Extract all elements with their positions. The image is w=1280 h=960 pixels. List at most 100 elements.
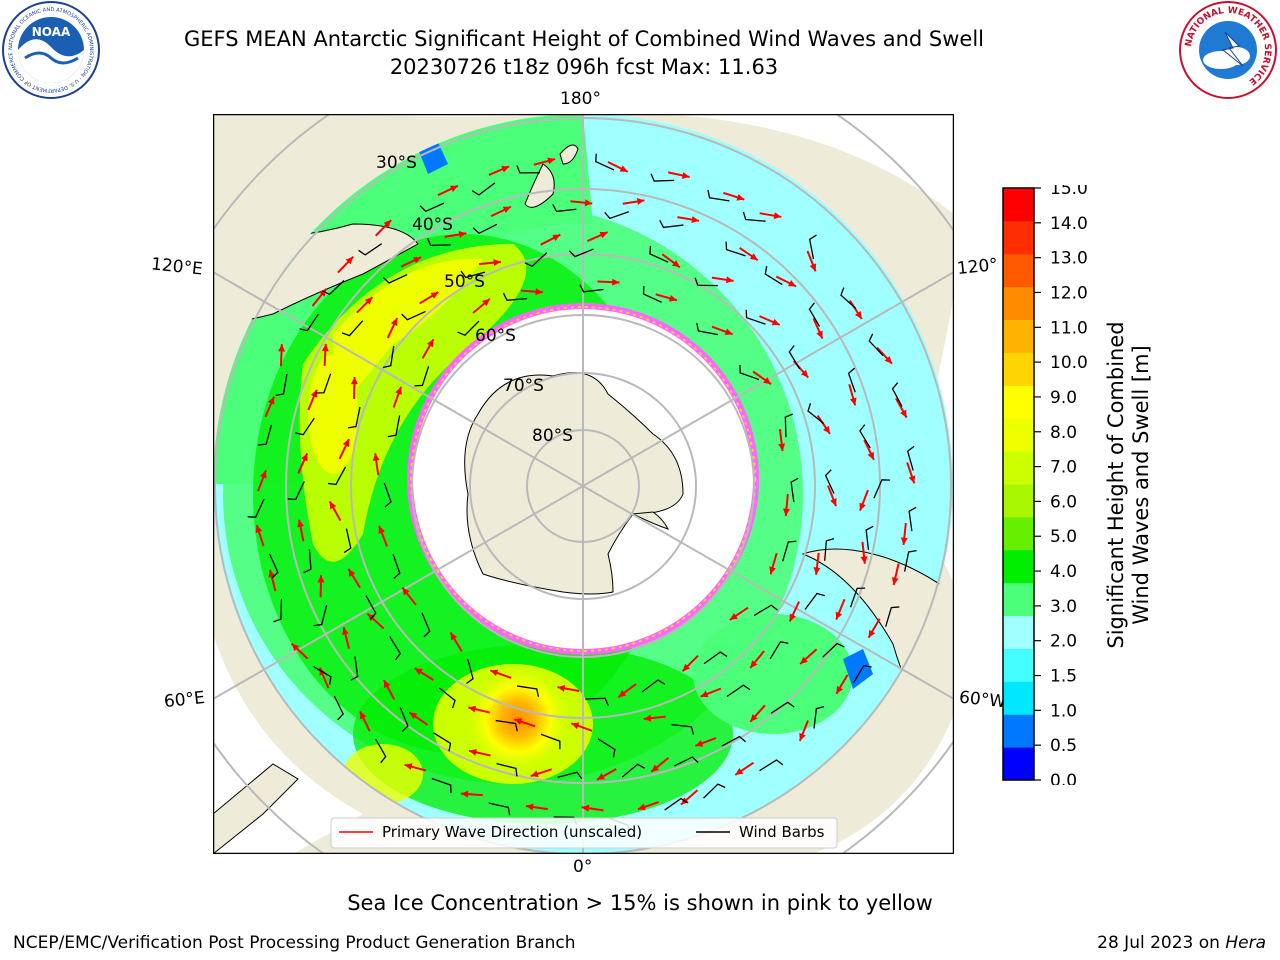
colorbar-cell (1003, 582, 1034, 617)
wind-barb (516, 685, 540, 697)
sea-ice-note: Sea Ice Concentration > 15% is shown in … (347, 891, 933, 915)
colorbar-tick-label: 1.5 (1050, 667, 1077, 687)
colorbar-tick-label: 14.0 (1050, 214, 1088, 234)
wave-arrow-head (321, 343, 329, 352)
wave-arrow-head (342, 439, 350, 448)
wind-barb (382, 273, 408, 284)
wind-barb (641, 679, 666, 693)
lat-label-50: 50°S (444, 272, 485, 292)
graticule (213, 114, 954, 854)
wind-barb (321, 280, 345, 296)
wind-barb (247, 498, 265, 518)
wind-barb (808, 302, 821, 327)
wind-barb (707, 189, 730, 202)
wave-arrow-head (493, 259, 501, 267)
colorbar-tick-label: 5.0 (1050, 527, 1077, 547)
wind-barb (488, 802, 511, 816)
wind-barb (604, 211, 629, 220)
wave-arrow-head (426, 339, 434, 348)
wave-arrow-head (378, 525, 385, 534)
wind-barb (739, 364, 760, 381)
wave-arrow-head (581, 804, 590, 812)
wave-arrow-head (695, 740, 704, 747)
wind-barb (703, 651, 728, 665)
wind-barb (431, 777, 452, 794)
wind-barb (358, 243, 383, 256)
wind-barb (804, 592, 825, 610)
wave-arrow-head (763, 377, 772, 385)
wind-barb (891, 382, 903, 407)
colorbar-cell (1003, 648, 1034, 682)
wave-arrow-head (612, 278, 620, 286)
wave-arrow-head (557, 684, 566, 692)
wave-arrow-head (525, 803, 534, 811)
wind-barb (642, 285, 662, 303)
wave-arrow-head (342, 627, 349, 636)
wind-barb (852, 664, 872, 684)
wind-barb (516, 165, 540, 174)
wind-barb (788, 345, 801, 370)
wind-barb (268, 553, 279, 579)
wave-arrow-head (360, 711, 367, 720)
wave-arrow-head (736, 194, 745, 201)
wave-arrow-head (618, 690, 627, 698)
wave-arrow-head (372, 453, 380, 461)
wind-barb (327, 466, 347, 486)
wind-barb (399, 707, 409, 733)
wind-barb (726, 684, 751, 698)
wind-barb (389, 636, 402, 661)
wind-barb (659, 220, 684, 229)
wave-arrow-head (668, 294, 677, 302)
wind-barb (387, 415, 401, 438)
wind-barb (568, 248, 594, 258)
map-legend: Primary Wave Direction (unscaled) Wind B… (330, 817, 838, 849)
wind-barb (906, 445, 915, 471)
wave-arrow-head (691, 216, 700, 224)
wind-barb (303, 549, 312, 574)
wave-arrow-head (449, 185, 458, 193)
wave-arrow-head (458, 231, 467, 238)
run-date: 28 Jul 2023 on Hera (1097, 933, 1266, 953)
wind-barb (824, 469, 835, 494)
wave-arrow-head (460, 790, 469, 798)
wind-barb (496, 762, 518, 777)
wind-barb (694, 277, 718, 287)
colorbar-cell (1003, 484, 1034, 518)
wave-arrow-head (771, 318, 780, 326)
wave-arrow-head (599, 231, 608, 239)
colorbar-cell (1003, 286, 1034, 321)
wind-barb (764, 266, 783, 286)
colorbar-cell (1003, 319, 1034, 353)
wave-arrow-head (773, 212, 782, 220)
wind-barb (664, 797, 688, 811)
wave-arrow-head (867, 451, 874, 460)
wave-arrow-head (402, 587, 410, 596)
wind-barb (426, 237, 451, 247)
wave-arrow-head (854, 311, 862, 319)
wind-barb (585, 697, 609, 706)
wave-arrow-head (900, 409, 907, 418)
wave-arrow-head (891, 577, 899, 585)
wave-arrow-head (383, 220, 392, 228)
wind-barb (649, 245, 669, 263)
colorbar-tick-label: 1.0 (1050, 701, 1077, 721)
lat-label-80: 80°S (532, 426, 573, 446)
wave-arrow-head (884, 356, 893, 364)
wave-arrow-head (799, 732, 806, 741)
wind-barb (313, 666, 332, 685)
wave-arrow-head (383, 680, 391, 689)
wind-barb (885, 606, 900, 627)
colorbar-tick-label: 0.5 (1050, 736, 1077, 756)
wind-barb (540, 733, 561, 750)
map-subtitle: 20230726 t18z 096h fcst Max: 11.63 (389, 55, 779, 79)
wind-barb (721, 735, 746, 747)
machine-name: Hera (1225, 933, 1266, 953)
colorbar-tick-label: 13.0 (1050, 249, 1088, 269)
wind-barb (457, 320, 480, 337)
wind-barb (903, 550, 917, 572)
colorbar-cell (1003, 714, 1034, 748)
lon-label-0: 0° (573, 857, 593, 877)
colorbar-tick-label: 15.0 (1050, 185, 1088, 199)
colorbar-cell (1003, 747, 1034, 781)
wave-arrow-head (530, 770, 539, 778)
